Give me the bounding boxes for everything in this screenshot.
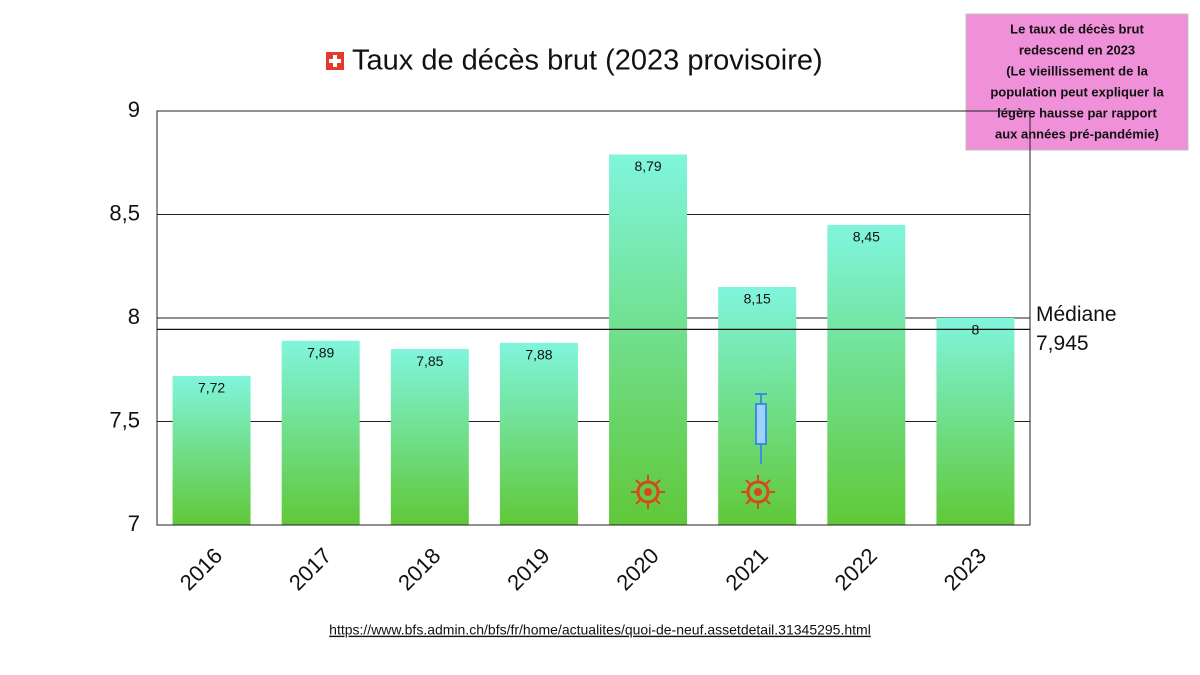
bar bbox=[172, 375, 251, 525]
median-value: 7,945 bbox=[1036, 332, 1089, 355]
x-tick-label: 2021 bbox=[721, 543, 773, 595]
chart-title: Taux de décès brut (2023 provisoire) bbox=[352, 45, 823, 77]
x-tick-label: 2018 bbox=[393, 543, 445, 595]
bar bbox=[827, 224, 906, 525]
y-tick-label: 8 bbox=[128, 304, 140, 329]
value-label: 8,15 bbox=[744, 291, 771, 307]
annotation-line: redescend en 2023 bbox=[1019, 42, 1135, 57]
annotation-line: (Le vieillissement de la bbox=[1006, 63, 1148, 78]
annotation-line: aux années pré-pandémie) bbox=[995, 126, 1159, 141]
x-tick-label: 2020 bbox=[611, 543, 663, 595]
x-tick-label: 2023 bbox=[939, 543, 991, 595]
y-tick-label: 8,5 bbox=[109, 200, 140, 225]
source: https://www.bfs.admin.ch/bfs/fr/home/act… bbox=[329, 622, 871, 638]
y-tick-label: 9 bbox=[128, 97, 140, 122]
x-tick-label: 2016 bbox=[175, 543, 227, 595]
annotation-line: Le taux de décès brut bbox=[1010, 21, 1144, 36]
syringe-icon bbox=[755, 393, 767, 464]
bar bbox=[390, 349, 469, 525]
plot-frame bbox=[156, 110, 1031, 526]
bar bbox=[936, 318, 1015, 525]
median-label: Médiane bbox=[1036, 303, 1117, 326]
annotation: Le taux de décès brut redescend en 2023 (L… bbox=[990, 21, 1164, 141]
x-tick-label: 2017 bbox=[284, 543, 336, 595]
virus-icon bbox=[629, 473, 667, 511]
value-label: 8,79 bbox=[634, 158, 661, 174]
annotation-line: légère hausse par rapport bbox=[997, 105, 1157, 120]
x-tick-label: 2019 bbox=[502, 543, 554, 595]
bar bbox=[499, 342, 578, 525]
y-tick-label: 7,5 bbox=[109, 407, 140, 432]
bar bbox=[281, 340, 360, 525]
virus-icon bbox=[739, 473, 777, 511]
swiss-flag bbox=[326, 52, 344, 70]
bar bbox=[609, 154, 688, 525]
annotation-line: population peut expliquer la bbox=[990, 84, 1164, 99]
value-label: 7,72 bbox=[198, 380, 225, 396]
annotation-box bbox=[965, 13, 1189, 151]
plot-area: 7 7,5 8 8,5 9 7,72 2016 7,89 2017 7,85 2018 7,88 201… bbox=[109, 97, 1030, 595]
value-label: 7,85 bbox=[416, 353, 443, 369]
y-tick-label: 7 bbox=[128, 511, 140, 536]
value-label: 7,88 bbox=[525, 347, 552, 363]
value-label: 8,45 bbox=[853, 229, 880, 245]
x-tick-label: 2022 bbox=[830, 543, 882, 595]
value-label: 7,89 bbox=[307, 344, 334, 360]
